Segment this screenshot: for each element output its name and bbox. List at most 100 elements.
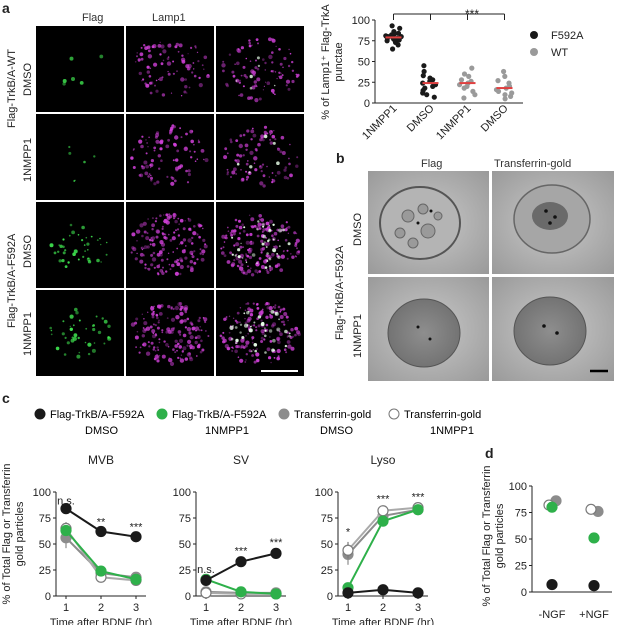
lamp1-punctum: [219, 334, 223, 338]
lamp1-punctum: [279, 315, 284, 319]
flag-punctum: [64, 336, 67, 339]
lamp1-punctum: [227, 347, 230, 351]
flag-punctum: [236, 162, 240, 166]
lamp1-punctum: [189, 268, 194, 273]
lamp1-punctum: [242, 229, 246, 233]
flag-punctum: [266, 260, 269, 262]
lamp1-punctum: [154, 220, 157, 223]
lamp1-punctum: [177, 234, 181, 237]
lamp1-punctum: [201, 348, 205, 352]
lamp1-punctum: [142, 221, 147, 226]
flag-punctum: [284, 344, 288, 348]
lamp1-punctum: [132, 166, 136, 169]
lamp1-punctum: [280, 72, 282, 74]
lamp1-punctum: [153, 62, 158, 67]
lamp1-punctum: [136, 330, 139, 333]
lamp1-punctum: [233, 244, 236, 247]
flag-punctum: [264, 334, 267, 338]
flag-punctum: [91, 348, 96, 353]
lamp1-punctum: [237, 356, 240, 359]
flag-punctum: [278, 318, 280, 321]
lamp1-punctum: [274, 138, 277, 141]
lamp1-punctum: [176, 247, 179, 250]
lamp1-punctum: [178, 338, 184, 343]
lamp1-punctum: [176, 228, 180, 231]
d-data-point: [546, 501, 558, 513]
lamp1-punctum: [283, 312, 288, 316]
lamp1-punctum: [158, 77, 163, 82]
lamp1-punctum: [282, 251, 284, 253]
lamp1-punctum: [247, 269, 252, 274]
lamp1-punctum: [269, 336, 271, 338]
lamp1-punctum: [142, 342, 147, 347]
lamp1-punctum: [294, 255, 297, 257]
lamp1-punctum: [257, 324, 261, 328]
flag-punctum: [282, 228, 285, 232]
lamp1-punctum: [286, 257, 289, 260]
flag-punctum: [262, 223, 265, 226]
lamp1-punctum: [202, 317, 205, 319]
lamp1-punctum: [151, 217, 154, 220]
lamp1-punctum: [192, 267, 194, 270]
lamp1-punctum: [279, 150, 283, 154]
lamp1-punctum: [187, 53, 189, 55]
lamp1-punctum: [138, 139, 143, 144]
lamp1-punctum: [231, 350, 233, 352]
flag-punctum: [268, 265, 271, 268]
lamp1-punctum: [145, 83, 150, 88]
c-chart-title: Lyso: [371, 453, 396, 467]
flag-punctum: [272, 249, 276, 253]
lamp1-punctum: [146, 232, 149, 235]
lamp1-punctum: [242, 65, 246, 69]
lamp1-punctum: [139, 252, 144, 257]
lamp1-punctum: [269, 130, 273, 134]
a-legend-f592a: F592A: [551, 30, 584, 42]
lamp1-punctum: [254, 98, 259, 103]
lamp1-punctum: [141, 313, 143, 315]
lamp1-punctum: [229, 231, 233, 235]
lamp1-punctum: [168, 357, 173, 363]
lamp1-punctum: [265, 323, 269, 327]
lamp1-punctum: [144, 171, 149, 176]
lamp1-punctum: [172, 215, 176, 219]
lamp1-punctum: [252, 302, 255, 305]
lamp1-punctum: [243, 74, 247, 77]
lamp1-punctum: [185, 245, 187, 247]
lamp1-punctum: [258, 270, 262, 273]
lamp1-punctum: [250, 225, 252, 227]
lamp1-punctum: [287, 319, 289, 322]
lamp1-punctum: [204, 158, 209, 163]
lamp1-punctum: [238, 232, 242, 235]
lamp1-punctum: [141, 234, 144, 238]
c-data-point: [235, 586, 247, 598]
flag-punctum: [100, 261, 102, 263]
lamp1-punctum: [283, 168, 287, 172]
micrograph-cell: [216, 114, 304, 200]
lamp1-punctum: [166, 327, 171, 332]
lamp1-punctum: [179, 358, 185, 363]
flag-punctum: [239, 331, 242, 334]
lamp1-punctum: [154, 135, 158, 139]
c-significance: ***: [235, 545, 249, 557]
lamp1-punctum: [180, 77, 185, 82]
flag-punctum: [276, 327, 281, 332]
lamp1-punctum: [180, 57, 186, 62]
lamp1-punctum: [179, 272, 182, 276]
lamp1-punctum: [157, 154, 161, 158]
flag-punctum: [234, 254, 237, 257]
c-y-tick-label: 25: [321, 565, 333, 577]
flag-punctum: [248, 171, 251, 174]
lamp1-punctum: [263, 125, 268, 129]
lamp1-punctum: [173, 326, 176, 330]
lamp1-punctum: [235, 159, 240, 164]
lamp1-punctum: [276, 348, 281, 354]
c-data-point: [342, 587, 354, 599]
lamp1-punctum: [182, 333, 187, 338]
lamp1-punctum: [168, 233, 170, 236]
lamp1-punctum: [134, 61, 137, 63]
c-x-tick-label: 3: [415, 602, 421, 614]
lamp1-punctum: [167, 138, 171, 142]
lamp1-punctum: [266, 302, 270, 306]
lamp1-punctum: [287, 344, 292, 349]
lamp1-punctum: [176, 349, 178, 352]
